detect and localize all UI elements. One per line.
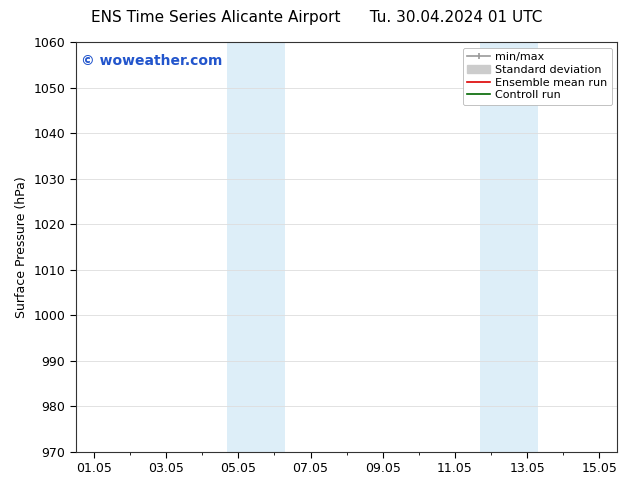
- Y-axis label: Surface Pressure (hPa): Surface Pressure (hPa): [15, 176, 28, 318]
- Text: © woweather.com: © woweather.com: [81, 54, 223, 68]
- Bar: [480, 42, 538, 452]
- Bar: [228, 42, 285, 452]
- Legend: min/max, Standard deviation, Ensemble mean run, Controll run: min/max, Standard deviation, Ensemble me…: [463, 48, 612, 105]
- Text: ENS Time Series Alicante Airport      Tu. 30.04.2024 01 UTC: ENS Time Series Alicante Airport Tu. 30.…: [91, 10, 543, 25]
